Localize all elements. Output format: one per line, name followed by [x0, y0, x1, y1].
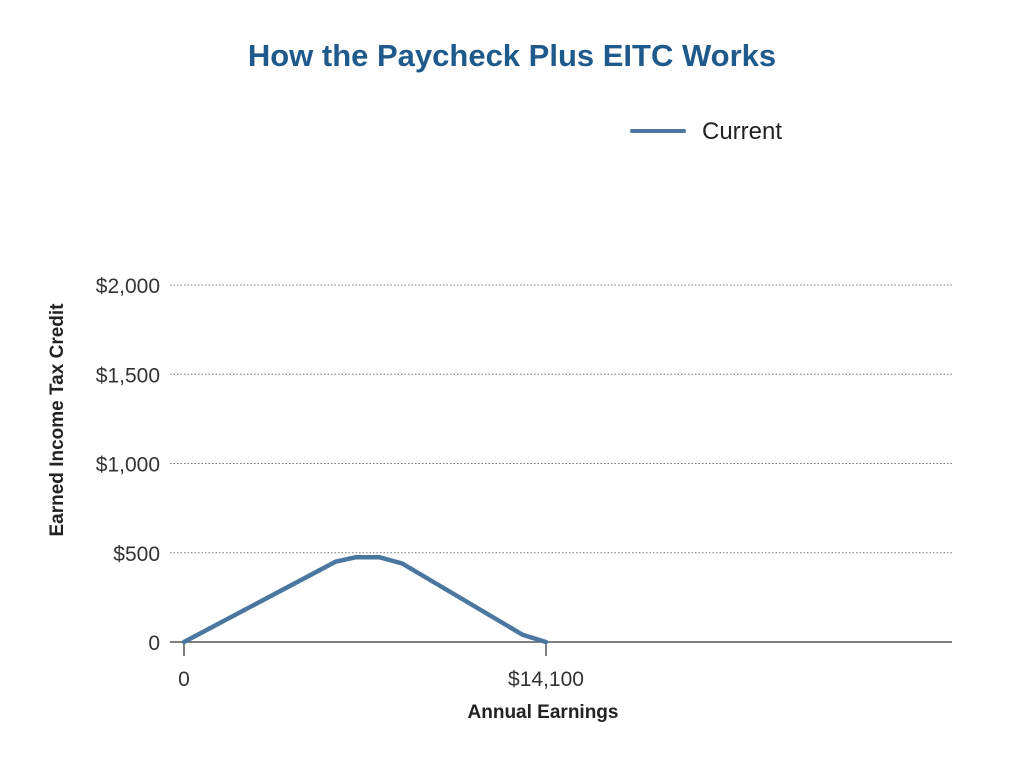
x-axis-label: Annual Earnings [468, 702, 619, 723]
legend-label-current: Current [702, 118, 782, 145]
data-point [334, 561, 336, 563]
axes [170, 641, 952, 656]
x-tick-label: $14,100 [508, 668, 584, 691]
grid-lines [170, 284, 952, 554]
y-tick-labels: 0 $500 $1,000 $1,500 $2,000 [96, 275, 160, 655]
y-tick-label: $1,500 [96, 364, 160, 387]
series-lines [181, 554, 549, 645]
legend: Current [630, 118, 782, 145]
data-point [545, 641, 547, 643]
x-tick-labels: 0 $14,100 [178, 668, 584, 691]
data-point [378, 556, 380, 558]
y-tick-label: $2,000 [96, 275, 160, 298]
series-line-current [181, 554, 549, 645]
data-point [183, 641, 185, 643]
x-tick-label: 0 [178, 668, 190, 691]
y-tick-label: $500 [113, 543, 160, 566]
y-tick-label: 0 [148, 632, 160, 655]
data-point [401, 562, 403, 564]
y-tick-label: $1,000 [96, 454, 160, 477]
chart-title: How the Paycheck Plus EITC Works [247, 38, 777, 73]
y-axis-label: Earned Income Tax Credit [47, 303, 68, 537]
data-point [355, 556, 357, 558]
data-point [522, 634, 524, 636]
